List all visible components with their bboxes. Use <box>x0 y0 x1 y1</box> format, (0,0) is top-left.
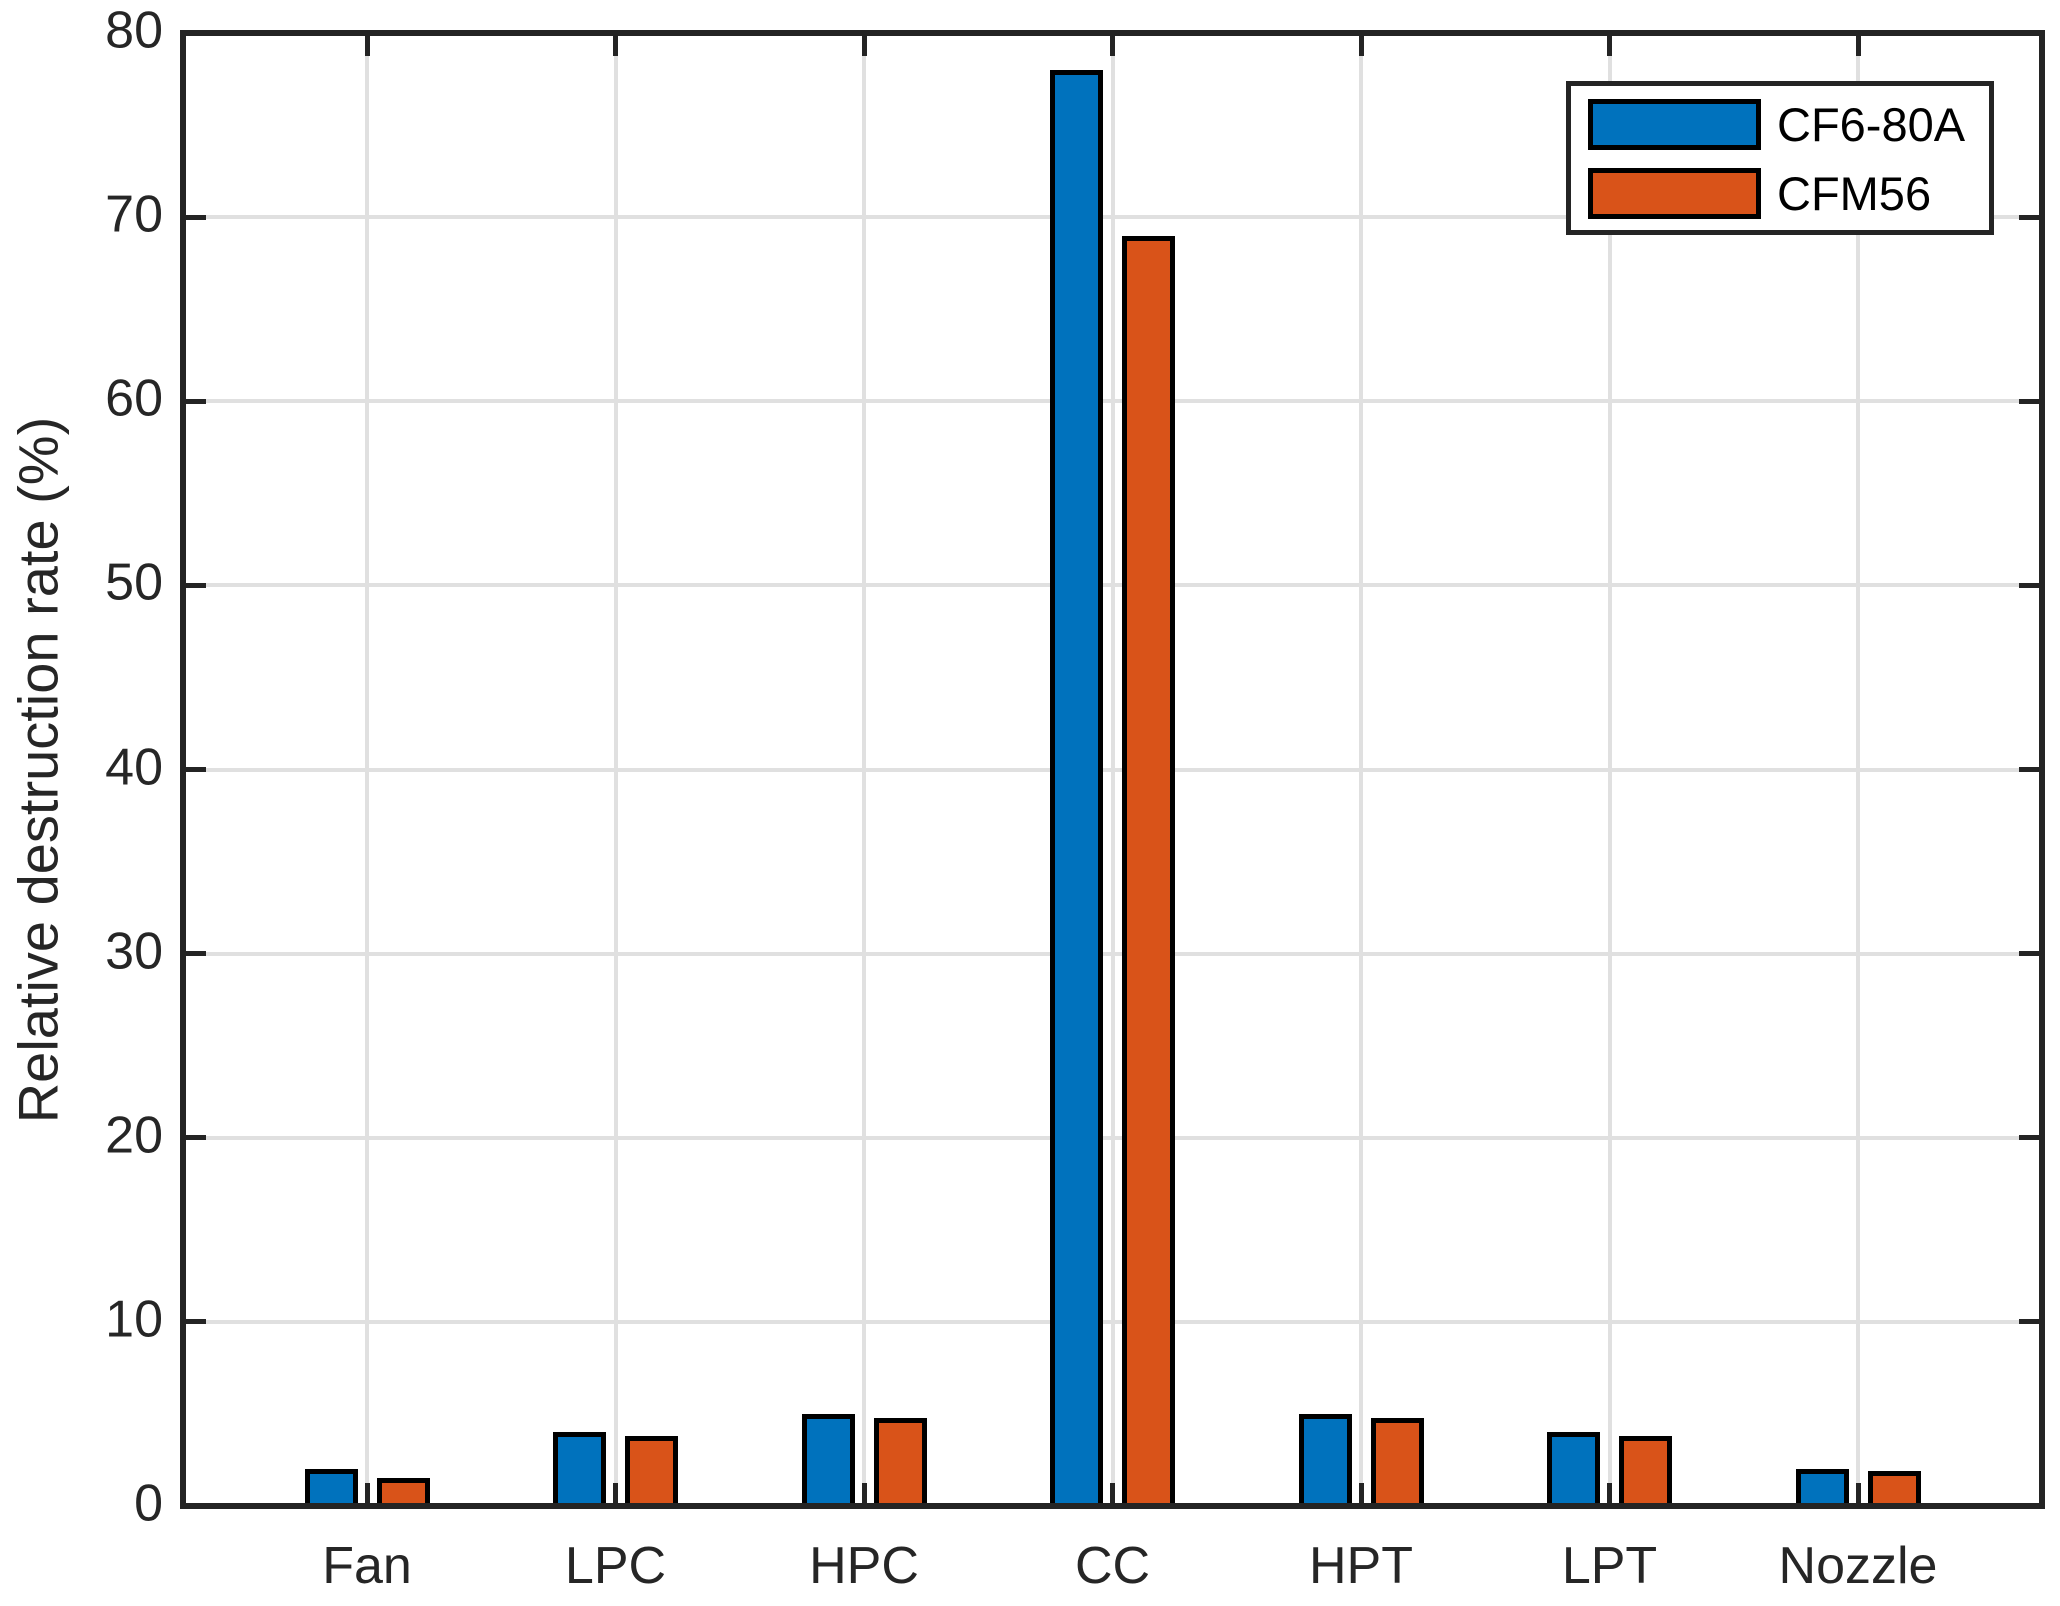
legend-swatch-cfm56 <box>1588 168 1761 219</box>
y-tick-right <box>2019 30 2039 36</box>
bar-cfm56-hpt <box>1370 1417 1424 1509</box>
y-tick-label: 40 <box>105 738 163 797</box>
x-tick-label: LPC <box>564 1537 667 1595</box>
x-tick-label: Fan <box>322 1537 412 1595</box>
y-tick-label: 30 <box>105 922 163 981</box>
y-tick-right <box>2019 214 2039 220</box>
y-tick-label: 50 <box>105 553 163 612</box>
x-tick-label: Nozzle <box>1778 1537 1938 1595</box>
x-tick-label: HPC <box>809 1537 919 1595</box>
y-tick-left <box>186 398 206 404</box>
bar-cfm56-lpt <box>1619 1436 1672 1509</box>
x-tick-top <box>861 36 867 56</box>
bar-cfm56-hpc <box>873 1417 927 1509</box>
x-tick-top <box>1855 36 1861 56</box>
legend-label: CFM56 <box>1777 167 1932 220</box>
x-tick-bottom <box>1855 1483 1861 1503</box>
bar-cf6-80a-cc <box>1050 69 1103 1509</box>
y-tick-left <box>186 951 206 957</box>
x-tick-bottom <box>861 1483 867 1503</box>
bar-cf6-80a-lpc <box>553 1432 606 1509</box>
bar-cf6-80a-hpt <box>1298 1413 1352 1509</box>
x-tick-top <box>364 36 370 56</box>
bar-cf6-80a-hpc <box>801 1413 855 1509</box>
y-tick-right <box>2019 767 2039 772</box>
y-tick-label: 80 <box>105 1 163 60</box>
x-tick-bottom <box>1358 1483 1364 1503</box>
bar-cfm56-fan <box>376 1478 430 1509</box>
x-tick-bottom <box>364 1483 370 1503</box>
legend-label: CF6-80A <box>1777 98 1966 151</box>
x-tick-top <box>1358 36 1364 56</box>
y-tick-right <box>2019 398 2039 404</box>
bar-cfm56-nozzle <box>1867 1471 1921 1509</box>
x-tick-bottom <box>613 1483 618 1503</box>
y-tick-right <box>2019 1135 2039 1141</box>
y-tick-left <box>186 1319 206 1325</box>
y-tick-right <box>2019 1503 2039 1509</box>
y-tick-label: 20 <box>105 1106 163 1165</box>
y-tick-left <box>186 1135 206 1141</box>
y-tick-left <box>186 30 206 36</box>
v-gridline <box>1607 33 1612 1506</box>
x-tick-top <box>613 36 618 56</box>
x-tick-label: HPT <box>1309 1537 1413 1595</box>
x-tick-label: CC <box>1074 1537 1151 1595</box>
bar-cfm56-cc <box>1122 235 1175 1509</box>
v-gridline <box>1110 33 1115 1506</box>
y-axis-title: Relative destruction rate (%) <box>6 416 70 1124</box>
x-tick-top <box>1607 36 1612 56</box>
y-tick-right <box>2019 582 2039 588</box>
bar-cfm56-lpc <box>625 1436 678 1509</box>
y-tick-right <box>2019 951 2039 957</box>
x-tick-bottom <box>1607 1483 1612 1503</box>
v-gridline <box>365 33 369 1506</box>
y-tick-label: 70 <box>105 185 163 244</box>
y-tick-label: 60 <box>105 369 163 428</box>
y-tick-right <box>2019 1319 2039 1325</box>
bar-cf6-80a-lpt <box>1547 1432 1600 1509</box>
y-tick-left <box>186 1503 206 1509</box>
v-gridline <box>862 33 866 1506</box>
v-gridline <box>1856 33 1860 1506</box>
legend: CF6-80A CFM56 <box>1566 81 1994 235</box>
v-gridline <box>613 33 618 1506</box>
legend-swatch-cf6-80a <box>1588 99 1761 150</box>
x-tick-top <box>1110 36 1115 56</box>
y-tick-label: 10 <box>105 1290 163 1349</box>
bar-cf6-80a-nozzle <box>1795 1469 1849 1509</box>
y-tick-left <box>186 582 206 588</box>
y-tick-left <box>186 767 206 772</box>
y-tick-left <box>186 214 206 220</box>
v-gridline <box>1359 33 1363 1506</box>
x-tick-bottom <box>1110 1483 1115 1503</box>
y-tick-label: 0 <box>134 1474 163 1533</box>
x-tick-label: LPT <box>1561 1537 1658 1595</box>
bar-cf6-80a-fan <box>304 1469 358 1509</box>
